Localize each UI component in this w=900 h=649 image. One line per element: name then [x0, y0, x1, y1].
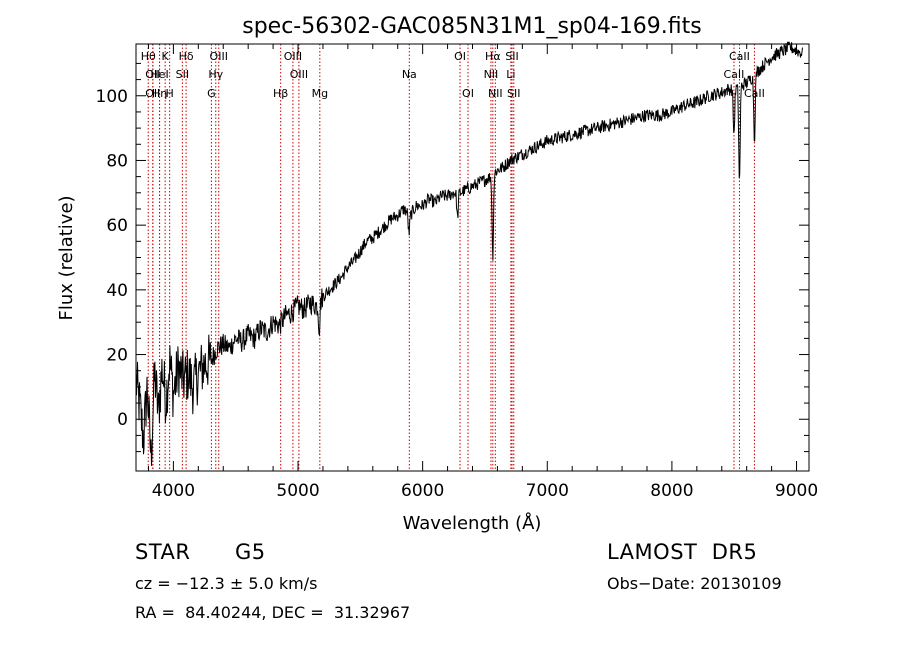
- y-tick-label-60: 60: [106, 216, 128, 236]
- x-tick-label-4000: 4000: [152, 481, 195, 501]
- x-tick-label-7000: 7000: [526, 481, 569, 501]
- line-marker-label-22: SII: [505, 50, 518, 63]
- y-axis-ticks: 0 20 40 60 80 100: [96, 62, 809, 453]
- line-marker-label-18: OI: [462, 87, 474, 100]
- x-tick-label-9000: 9000: [775, 481, 818, 501]
- x-tick-label-5000: 5000: [276, 481, 319, 501]
- x-axis-label: Wavelength (Å): [403, 512, 542, 534]
- y-tick-label-40: 40: [106, 281, 128, 301]
- line-marker-label-20: NII: [484, 68, 499, 81]
- x-axis-ticks: 4000 5000 6000 7000 8000 9000: [147, 44, 818, 501]
- line-marker-label-21: NII: [488, 87, 503, 100]
- line-marker-label-5: K: [162, 50, 170, 63]
- y-tick-label-100: 100: [96, 87, 128, 107]
- redshift-cz: cz = −12.3 ± 5.0 km/s: [135, 574, 318, 593]
- spectrum-line: [135, 41, 803, 466]
- line-marker-layer: [147, 44, 755, 471]
- plot-frame: [135, 43, 810, 472]
- line-marker-label-13: OIII: [284, 50, 302, 63]
- y-axis-label: Flux (relative): [56, 195, 77, 320]
- chart-title: spec-56302-GAC085N31M1_sp04-169.fits: [242, 14, 702, 39]
- y-tick-label-20: 20: [106, 346, 128, 366]
- observation-date: Obs−Date: 20130109: [607, 574, 782, 593]
- y-tick-label-80: 80: [106, 151, 128, 171]
- line-marker-label-17: OI: [454, 50, 466, 63]
- line-marker-label-1: OII: [145, 68, 160, 81]
- line-marker-label-15: Mg: [312, 87, 328, 100]
- line-marker-label-9: Hγ: [208, 68, 223, 81]
- line-marker-label-24: SII: [507, 87, 520, 100]
- spectral-subclass: G5: [235, 540, 266, 564]
- line-marker-label-14: OIII: [290, 68, 308, 81]
- line-marker-label-8: SII: [176, 68, 189, 81]
- line-marker-label-4: HeI: [150, 68, 168, 81]
- line-marker-label-19: Hα: [485, 50, 501, 63]
- line-marker-label-25: CaII: [724, 68, 745, 81]
- line-marker-label-12: Hβ: [273, 87, 288, 100]
- spectrum-series-layer: [135, 41, 803, 466]
- sky-coordinates: RA = 84.40244, DEC = 31.32967: [135, 603, 411, 622]
- line-marker-label-16: Na: [402, 68, 417, 81]
- line-marker-label-11: G: [207, 87, 216, 100]
- object-class: STAR: [135, 540, 191, 564]
- y-tick-label-0: 0: [117, 410, 128, 430]
- line-marker-label-3: Hη: [152, 87, 167, 100]
- spectrum-chart: spec-56302-GAC085N31M1_sp04-169.fits Hθ O…: [56, 14, 818, 534]
- x-tick-label-6000: 6000: [401, 481, 444, 501]
- line-marker-label-0: Hθ: [141, 50, 156, 63]
- x-tick-label-8000: 8000: [650, 481, 693, 501]
- survey-name: LAMOST DR5: [607, 540, 758, 564]
- line-marker-label-23: Li: [506, 68, 515, 81]
- line-marker-label-6: H: [166, 87, 174, 100]
- line-marker-label-10: OIII: [210, 50, 228, 63]
- line-marker-label-27: CaII: [744, 87, 765, 100]
- line-marker-label-2: OII: [145, 87, 160, 100]
- line-marker-label-7: Hδ: [179, 50, 194, 63]
- line-marker-label-26: CaII: [729, 50, 750, 63]
